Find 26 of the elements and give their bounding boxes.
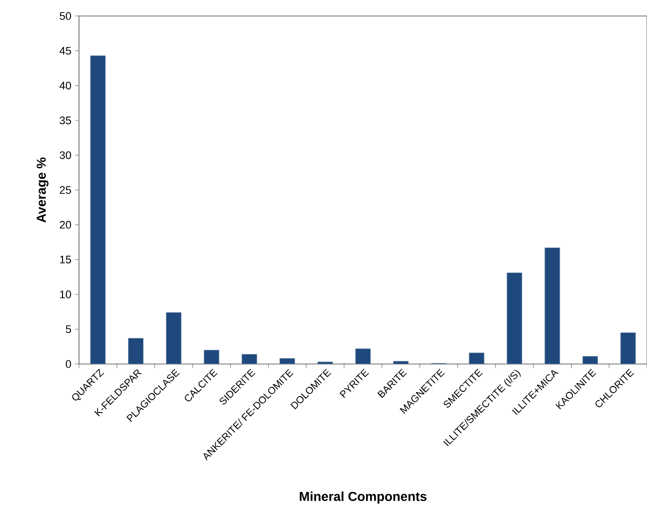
bar bbox=[582, 356, 598, 364]
bar bbox=[204, 350, 220, 364]
bar bbox=[620, 332, 636, 364]
y-axis-title: Average % bbox=[36, 157, 48, 223]
bar bbox=[166, 312, 182, 364]
y-tick-label: 30 bbox=[60, 151, 72, 160]
y-tick-label: 45 bbox=[60, 46, 72, 55]
bar bbox=[128, 338, 144, 364]
bar bbox=[393, 361, 409, 364]
y-tick-label: 5 bbox=[66, 325, 72, 334]
y-tick-label: 50 bbox=[60, 12, 72, 20]
y-tick-label: 20 bbox=[60, 220, 72, 229]
bar bbox=[355, 348, 371, 364]
x-axis-title: Mineral Components bbox=[300, 492, 427, 504]
y-tick-label: 40 bbox=[60, 82, 72, 90]
y-tick-label: 0 bbox=[66, 360, 72, 368]
bar bbox=[242, 354, 258, 364]
y-tick-label: 10 bbox=[60, 290, 72, 298]
bar bbox=[280, 358, 295, 364]
y-tick-label: 35 bbox=[60, 116, 72, 124]
bar bbox=[468, 352, 484, 364]
y-tick-label: 15 bbox=[60, 256, 72, 264]
y-tick-label: 25 bbox=[60, 186, 72, 194]
bar bbox=[506, 272, 522, 364]
bar bbox=[90, 55, 106, 364]
bar bbox=[544, 248, 560, 364]
